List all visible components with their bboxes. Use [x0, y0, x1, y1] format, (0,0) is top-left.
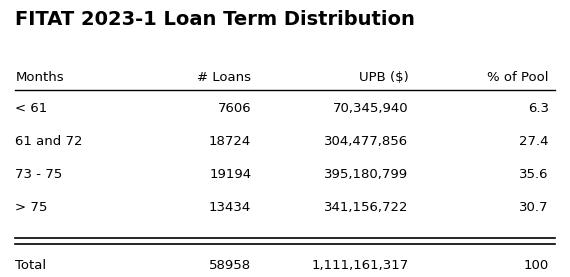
Text: FITAT 2023-1 Loan Term Distribution: FITAT 2023-1 Loan Term Distribution: [15, 11, 416, 29]
Text: 18724: 18724: [209, 135, 251, 148]
Text: # Loans: # Loans: [197, 71, 251, 84]
Text: 341,156,722: 341,156,722: [324, 201, 409, 214]
Text: 73 - 75: 73 - 75: [15, 168, 63, 181]
Text: 27.4: 27.4: [519, 135, 549, 148]
Text: UPB ($): UPB ($): [359, 71, 409, 84]
Text: 100: 100: [524, 259, 549, 272]
Text: % of Pool: % of Pool: [487, 71, 549, 84]
Text: < 61: < 61: [15, 102, 48, 115]
Text: 395,180,799: 395,180,799: [324, 168, 409, 181]
Text: 19194: 19194: [209, 168, 251, 181]
Text: 30.7: 30.7: [519, 201, 549, 214]
Text: 13434: 13434: [209, 201, 251, 214]
Text: 7606: 7606: [218, 102, 251, 115]
Text: 35.6: 35.6: [519, 168, 549, 181]
Text: 6.3: 6.3: [528, 102, 549, 115]
Text: 70,345,940: 70,345,940: [333, 102, 409, 115]
Text: 1,111,161,317: 1,111,161,317: [311, 259, 409, 272]
Text: 61 and 72: 61 and 72: [15, 135, 83, 148]
Text: Total: Total: [15, 259, 47, 272]
Text: > 75: > 75: [15, 201, 48, 214]
Text: Months: Months: [15, 71, 64, 84]
Text: 304,477,856: 304,477,856: [324, 135, 409, 148]
Text: 58958: 58958: [209, 259, 251, 272]
